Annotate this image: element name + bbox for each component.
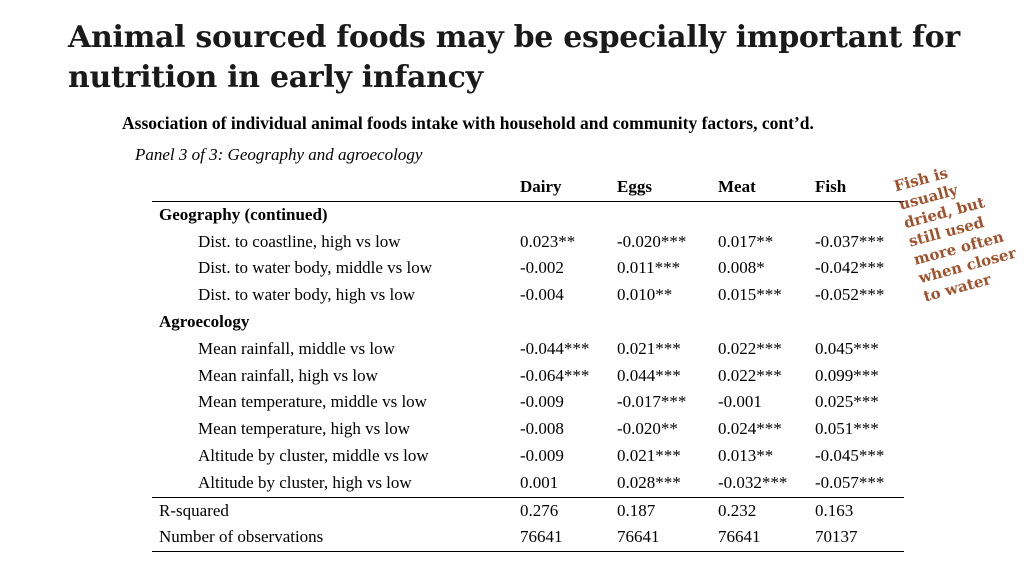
table-row: Dist. to water body, high vs low -0.004 … [152, 282, 904, 309]
cell-dairy: -0.002 [520, 258, 564, 278]
cell-fish: -0.045*** [815, 445, 885, 465]
regression-table: Dairy Eggs Meat Fish Geography (continue… [152, 174, 904, 553]
table-row: Altitude by cluster, high vs low 0.001 0… [152, 470, 904, 497]
cell-eggs: 0.011*** [617, 258, 681, 278]
cell-eggs: 0.021*** [617, 338, 681, 358]
cell-meat: 0.024*** [718, 419, 782, 439]
cell-eggs: 0.028*** [617, 472, 681, 492]
panel-label: Panel 3 of 3: Geography and agroecology [135, 145, 423, 164]
cell-fish: -0.057*** [815, 472, 885, 492]
section-heading-row: Agroecology [152, 309, 904, 336]
cell-dairy: -0.004 [520, 285, 564, 305]
cell-meat: 0.022*** [718, 338, 782, 358]
cell-eggs: 76641 [610, 524, 711, 553]
stats-row: R-squared 0.276 0.187 0.232 0.163 [152, 496, 904, 525]
cell-fish: 0.025*** [815, 392, 879, 412]
cell-eggs: 0.010** [617, 285, 673, 305]
table-row: Mean temperature, middle vs low -0.009 -… [152, 389, 904, 416]
row-label: Dist. to water body, middle vs low [198, 258, 433, 278]
section-heading-row: Geography (continued) [152, 201, 904, 228]
slide-title: Animal sourced foods may be especially i… [68, 20, 960, 95]
cell-meat: -0.001 [718, 392, 762, 412]
row-label: Altitude by cluster, high vs low [198, 472, 412, 492]
cell-dairy: -0.008 [520, 419, 564, 439]
cell-dairy: -0.044*** [520, 338, 590, 358]
cell-meat: 0.008* [718, 258, 765, 278]
cell-eggs: -0.020*** [617, 231, 687, 251]
cell-meat: 0.022*** [718, 365, 782, 385]
column-header-fish: Fish [808, 174, 904, 202]
fish-annotation: Fish is usually dried, but still used mo… [892, 144, 1024, 306]
cell-eggs: -0.017*** [617, 392, 687, 412]
cell-meat: -0.032*** [718, 472, 788, 492]
cell-fish: 0.051*** [815, 419, 879, 439]
section-heading-geography: Geography (continued) [159, 204, 328, 224]
row-label: Mean temperature, high vs low [198, 419, 410, 439]
cell-dairy: -0.009 [520, 392, 564, 412]
table-row: Mean rainfall, high vs low -0.064*** 0.0… [152, 363, 904, 390]
cell-dairy: -0.009 [520, 445, 564, 465]
table-row: Dist. to coastline, high vs low 0.023** … [152, 229, 904, 256]
column-header-eggs: Eggs [610, 174, 711, 202]
column-header-dairy: Dairy [513, 174, 610, 202]
cell-eggs: 0.044*** [617, 365, 681, 385]
cell-meat: 76641 [711, 524, 808, 553]
cell-dairy: 0.023** [520, 231, 576, 251]
table-row: Altitude by cluster, middle vs low -0.00… [152, 443, 904, 470]
cell-dairy: -0.064*** [520, 365, 590, 385]
table-caption: Association of individual animal foods i… [122, 113, 814, 133]
cell-fish: 0.099*** [815, 365, 879, 385]
cell-dairy: 76641 [513, 524, 610, 553]
table-row: Mean temperature, high vs low -0.008 -0.… [152, 416, 904, 443]
row-label: Mean rainfall, high vs low [198, 365, 378, 385]
row-label: Dist. to coastline, high vs low [198, 231, 401, 251]
cell-fish: 0.045*** [815, 338, 879, 358]
column-header-label [152, 174, 513, 202]
cell-eggs: -0.020** [617, 419, 678, 439]
cell-fish: -0.052*** [815, 285, 885, 305]
cell-meat: 0.232 [711, 496, 808, 525]
row-label: R-squared [152, 496, 513, 525]
row-label: Dist. to water body, high vs low [198, 285, 416, 305]
cell-eggs: 0.021*** [617, 445, 681, 465]
cell-meat: 0.017** [718, 231, 774, 251]
stats-row: Number of observations 76641 76641 76641… [152, 524, 904, 553]
table-row: Mean rainfall, middle vs low -0.044*** 0… [152, 336, 904, 363]
table-row: Dist. to water body, middle vs low -0.00… [152, 255, 904, 282]
row-label: Number of observations [152, 524, 513, 553]
column-header-meat: Meat [711, 174, 808, 202]
row-label: Mean temperature, middle vs low [198, 392, 427, 412]
section-heading-agroecology: Agroecology [159, 311, 250, 331]
cell-fish: -0.037*** [815, 231, 885, 251]
row-label: Altitude by cluster, middle vs low [198, 445, 429, 465]
table-header-row: Dairy Eggs Meat Fish [152, 174, 904, 202]
cell-meat: 0.015*** [718, 285, 782, 305]
cell-fish: -0.042*** [815, 258, 885, 278]
cell-fish: 70137 [808, 524, 904, 553]
cell-eggs: 0.187 [610, 496, 711, 525]
cell-dairy: 0.276 [513, 496, 610, 525]
cell-fish: 0.163 [808, 496, 904, 525]
cell-dairy: 0.001 [520, 472, 559, 492]
row-label: Mean rainfall, middle vs low [198, 338, 395, 358]
cell-meat: 0.013** [718, 445, 774, 465]
